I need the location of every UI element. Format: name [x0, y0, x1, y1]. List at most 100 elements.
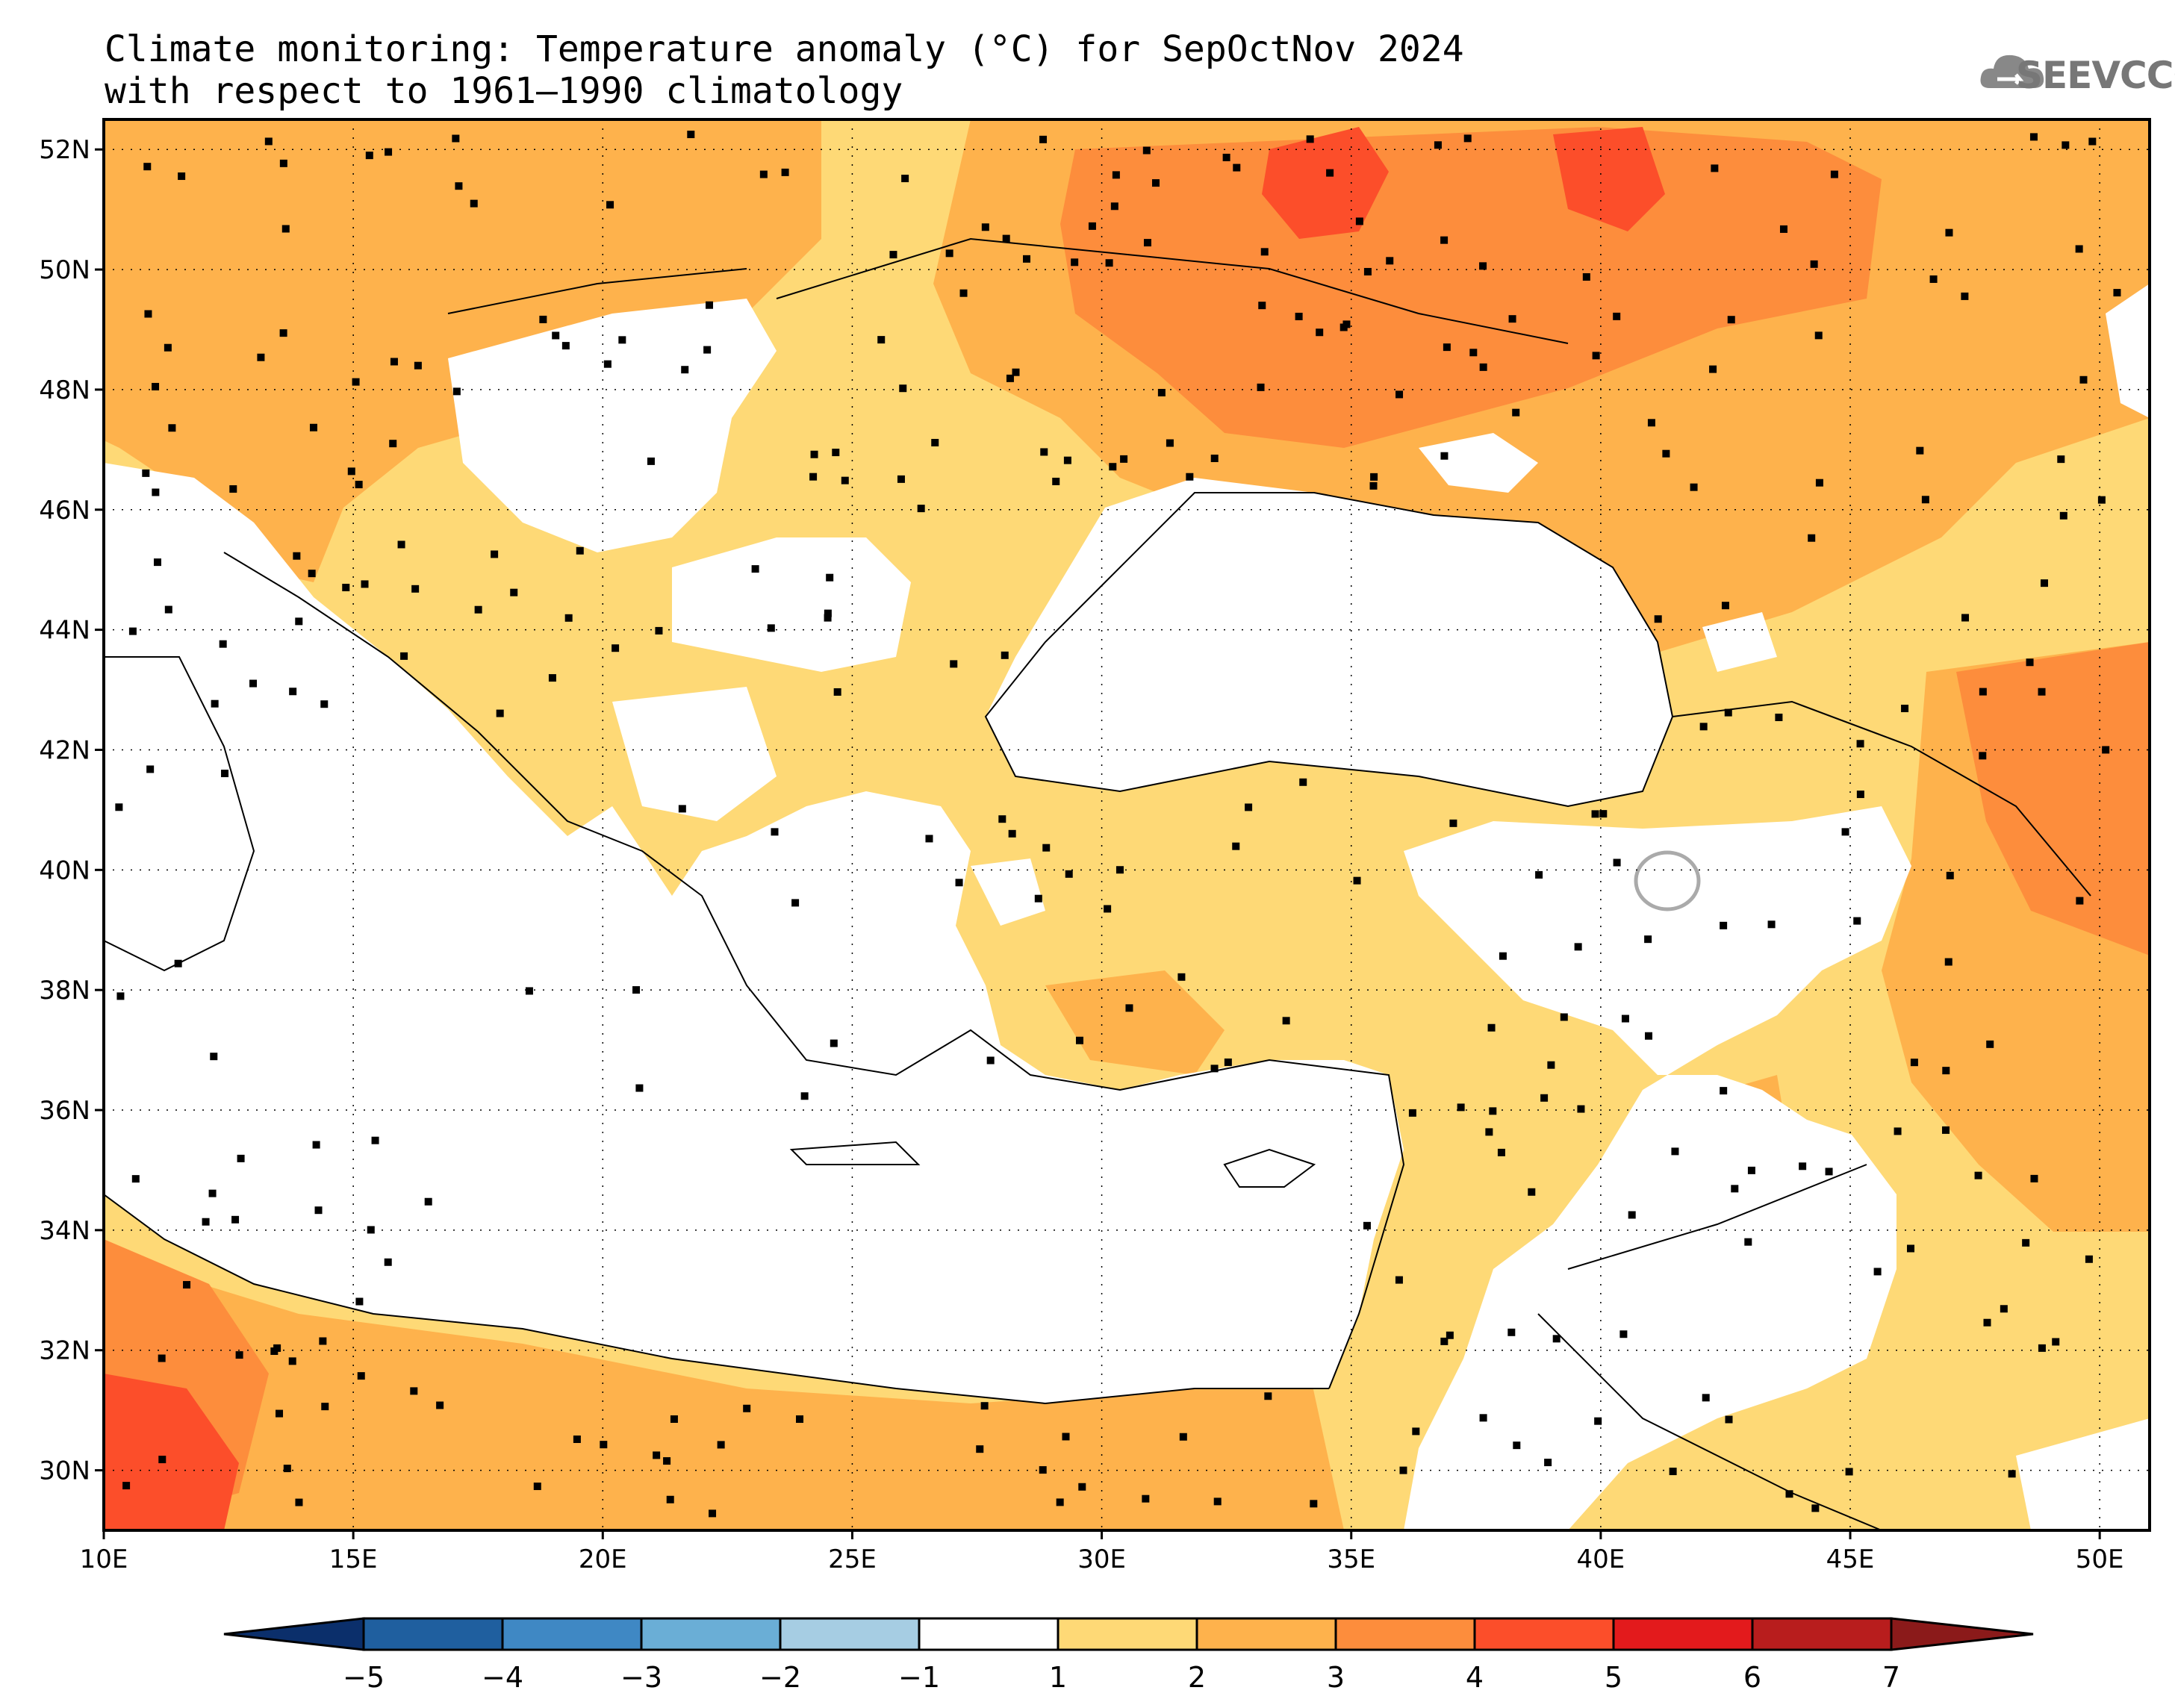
station-marker — [1942, 1126, 1950, 1134]
station-marker — [950, 660, 958, 668]
station-marker — [1479, 262, 1487, 270]
station-marker — [1210, 455, 1219, 463]
station-marker — [1552, 1335, 1561, 1343]
station-marker — [1814, 331, 1823, 340]
station-marker — [1853, 917, 1861, 925]
station-marker — [1727, 316, 1735, 324]
station-marker — [1463, 134, 1472, 143]
station-marker — [1489, 1107, 1497, 1115]
station-marker — [576, 546, 584, 555]
station-marker — [321, 1403, 329, 1411]
station-marker — [1929, 275, 1938, 283]
station-marker — [1799, 1162, 1807, 1171]
station-marker — [901, 175, 909, 183]
station-marker — [830, 1039, 838, 1047]
station-marker — [314, 1206, 323, 1215]
lat-tick-label: 46N — [39, 496, 90, 526]
station-marker — [1815, 479, 1823, 487]
station-marker — [143, 163, 152, 171]
station-marker — [355, 1297, 364, 1306]
station-marker — [221, 770, 229, 778]
station-marker — [183, 1281, 191, 1289]
station-marker — [1808, 534, 1816, 542]
station-marker — [295, 1498, 303, 1506]
station-marker — [452, 387, 461, 396]
station-marker — [1644, 935, 1652, 944]
station-marker — [1785, 1490, 1793, 1498]
station-marker — [703, 346, 712, 354]
station-marker — [128, 627, 137, 635]
station-marker — [367, 1226, 375, 1234]
station-marker — [1621, 1014, 1629, 1023]
station-marker — [1690, 483, 1698, 491]
colorbar-label: 1 — [1049, 1661, 1067, 1694]
station-marker — [1485, 1128, 1493, 1136]
colorbar-segment — [779, 1617, 921, 1651]
station-marker — [1104, 905, 1112, 913]
station-marker — [635, 1084, 644, 1092]
station-marker — [1945, 228, 1953, 237]
station-marker — [1412, 1427, 1420, 1436]
station-marker — [767, 624, 775, 632]
station-marker — [1825, 1168, 1833, 1176]
station-marker — [1022, 255, 1030, 263]
station-marker — [877, 336, 886, 344]
lat-tick-label: 30N — [39, 1456, 90, 1486]
station-marker — [986, 1056, 995, 1065]
station-marker — [955, 879, 963, 887]
station-marker — [283, 1465, 291, 1473]
station-marker — [1599, 810, 1608, 818]
station-marker — [1213, 1497, 1222, 1506]
station-marker — [347, 467, 355, 476]
station-marker — [1487, 1023, 1496, 1032]
station-marker — [496, 709, 504, 717]
station-marker — [959, 289, 968, 297]
station-marker — [1110, 202, 1118, 211]
lat-tick-label: 36N — [39, 1096, 90, 1126]
station-marker — [525, 987, 533, 995]
station-marker — [470, 199, 478, 208]
station-marker — [1075, 1036, 1083, 1044]
station-marker — [2029, 133, 2038, 141]
lat-tick-label: 40N — [39, 855, 90, 885]
station-marker — [681, 366, 689, 374]
station-marker — [1177, 973, 1186, 981]
station-marker — [2076, 897, 2084, 905]
station-marker — [411, 585, 420, 593]
colorbar-label: −2 — [759, 1661, 801, 1694]
station-marker — [1944, 958, 1952, 966]
station-marker — [612, 644, 620, 652]
lon-tick-label: 50E — [2076, 1545, 2124, 1574]
station-marker — [397, 540, 405, 549]
colorbar-segment — [640, 1617, 782, 1651]
station-marker — [824, 609, 832, 617]
station-marker — [2030, 1174, 2038, 1182]
station-marker — [533, 1483, 541, 1491]
station-marker — [1008, 829, 1016, 838]
station-marker — [122, 1482, 131, 1490]
station-marker — [833, 688, 841, 696]
station-marker — [491, 550, 499, 558]
station-marker — [152, 488, 160, 496]
station-marker — [1577, 1105, 1585, 1113]
gridlines — [103, 119, 2150, 1530]
station-marker — [2057, 455, 2065, 464]
station-marker — [385, 148, 393, 156]
station-marker — [410, 1387, 418, 1395]
station-marker — [1767, 920, 1776, 929]
station-marker — [1339, 323, 1348, 331]
station-marker — [1910, 1059, 1918, 1067]
station-marker — [709, 1509, 717, 1518]
longitude-labels: 10E 15E 20E 25E 30E 35E 40E 45E 50E — [80, 1530, 2124, 1574]
station-marker — [2038, 688, 2046, 696]
station-marker — [2040, 579, 2048, 587]
station-marker — [1232, 842, 1240, 850]
station-marker — [655, 626, 663, 635]
station-marker — [1810, 260, 1818, 268]
station-marker — [1282, 1017, 1290, 1025]
station-marker — [1062, 1433, 1070, 1441]
station-marker — [1326, 169, 1334, 177]
station-marker — [371, 1136, 379, 1144]
station-marker — [1222, 153, 1230, 161]
station-marker — [1720, 921, 1728, 929]
